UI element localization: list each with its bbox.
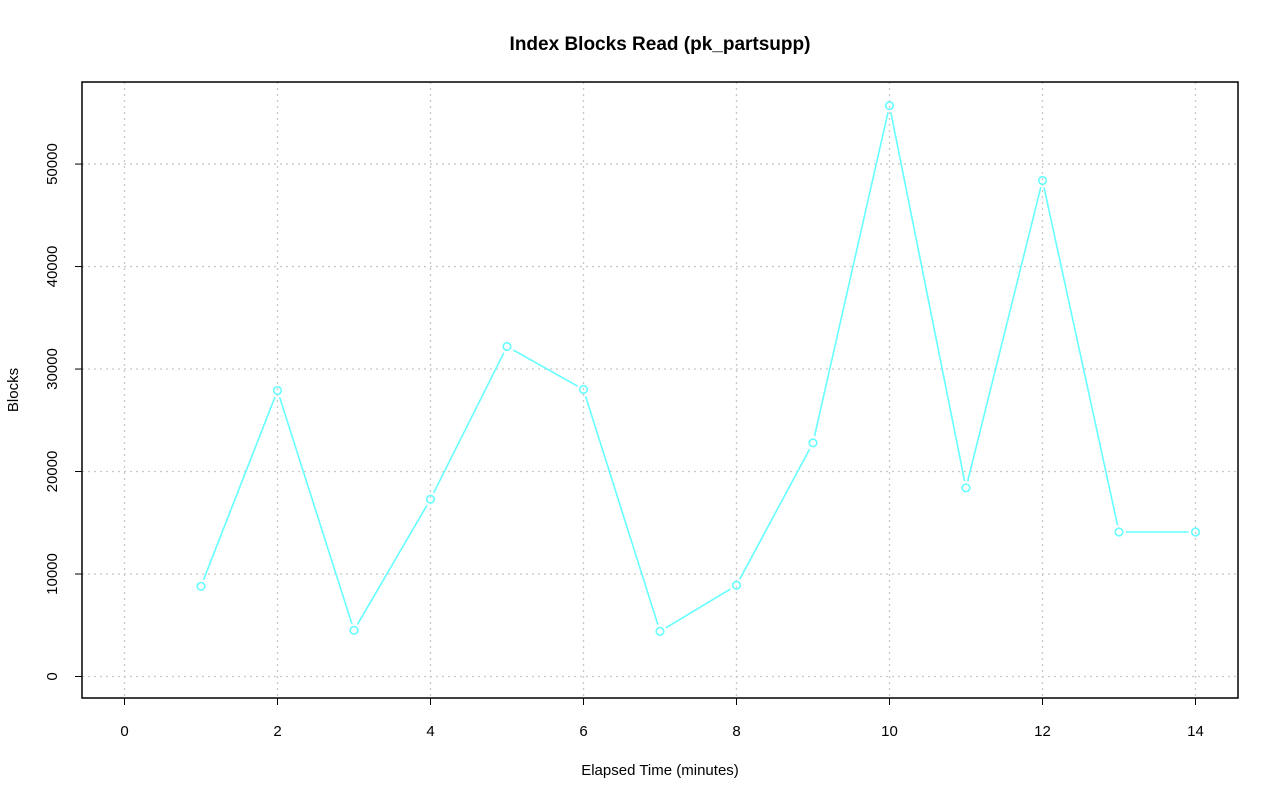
data-point bbox=[884, 101, 895, 111]
data-point bbox=[502, 341, 512, 352]
x-tick-label: 14 bbox=[1187, 723, 1204, 740]
x-tick-label: 6 bbox=[579, 723, 587, 740]
y-tick-label: 40000 bbox=[44, 246, 61, 288]
grid bbox=[82, 82, 1238, 698]
data-point bbox=[808, 438, 818, 448]
series-line-segment bbox=[512, 349, 578, 387]
y-tick-label: 20000 bbox=[44, 451, 61, 493]
y-tick-label: 10000 bbox=[44, 553, 61, 595]
series-line-segment bbox=[584, 395, 659, 625]
series-line-segment bbox=[278, 396, 353, 624]
series-line-segment bbox=[356, 504, 428, 625]
series-group bbox=[196, 101, 1201, 637]
data-point bbox=[272, 385, 283, 396]
y-tick-label: 50000 bbox=[44, 143, 61, 185]
data-point bbox=[1037, 175, 1048, 186]
data-point bbox=[425, 494, 436, 504]
series-line-segment bbox=[432, 352, 505, 494]
x-tick-label: 8 bbox=[732, 723, 740, 740]
x-tick-label: 12 bbox=[1034, 723, 1051, 740]
axes: 0 2 4 6 8 10 12 14 0 10000 20000 30000 40000 50000 bbox=[44, 81, 1239, 740]
x-tick-label: 0 bbox=[120, 723, 128, 740]
series bbox=[196, 101, 1201, 637]
x-tick-label: 4 bbox=[426, 723, 434, 740]
data-point bbox=[196, 581, 206, 591]
y-tick-label: 0 bbox=[44, 672, 61, 680]
data-point bbox=[1190, 527, 1201, 537]
chart-title: Index Blocks Read (pk_partsupp) bbox=[510, 34, 811, 55]
series-line-segment bbox=[813, 112, 889, 437]
data-point bbox=[731, 580, 742, 590]
data-point bbox=[1114, 527, 1124, 537]
x-axis-title: Elapsed Time (minutes) bbox=[581, 762, 739, 779]
series-line-segment bbox=[966, 187, 1042, 482]
series-line-segment bbox=[1043, 187, 1119, 526]
y-axis-title: Blocks bbox=[5, 368, 22, 412]
series-line-segment bbox=[739, 448, 811, 580]
data-point bbox=[578, 384, 589, 395]
data-point bbox=[961, 483, 971, 493]
data-point bbox=[655, 626, 665, 637]
y-tick-label: 30000 bbox=[44, 348, 61, 390]
series-line-segment bbox=[890, 112, 966, 482]
series-line-segment bbox=[665, 588, 731, 629]
data-point bbox=[349, 625, 359, 635]
x-tick-label: 10 bbox=[881, 723, 898, 740]
x-tick-label: 2 bbox=[273, 723, 281, 740]
series-line-segment bbox=[202, 396, 276, 581]
plot-frame bbox=[81, 81, 1239, 699]
